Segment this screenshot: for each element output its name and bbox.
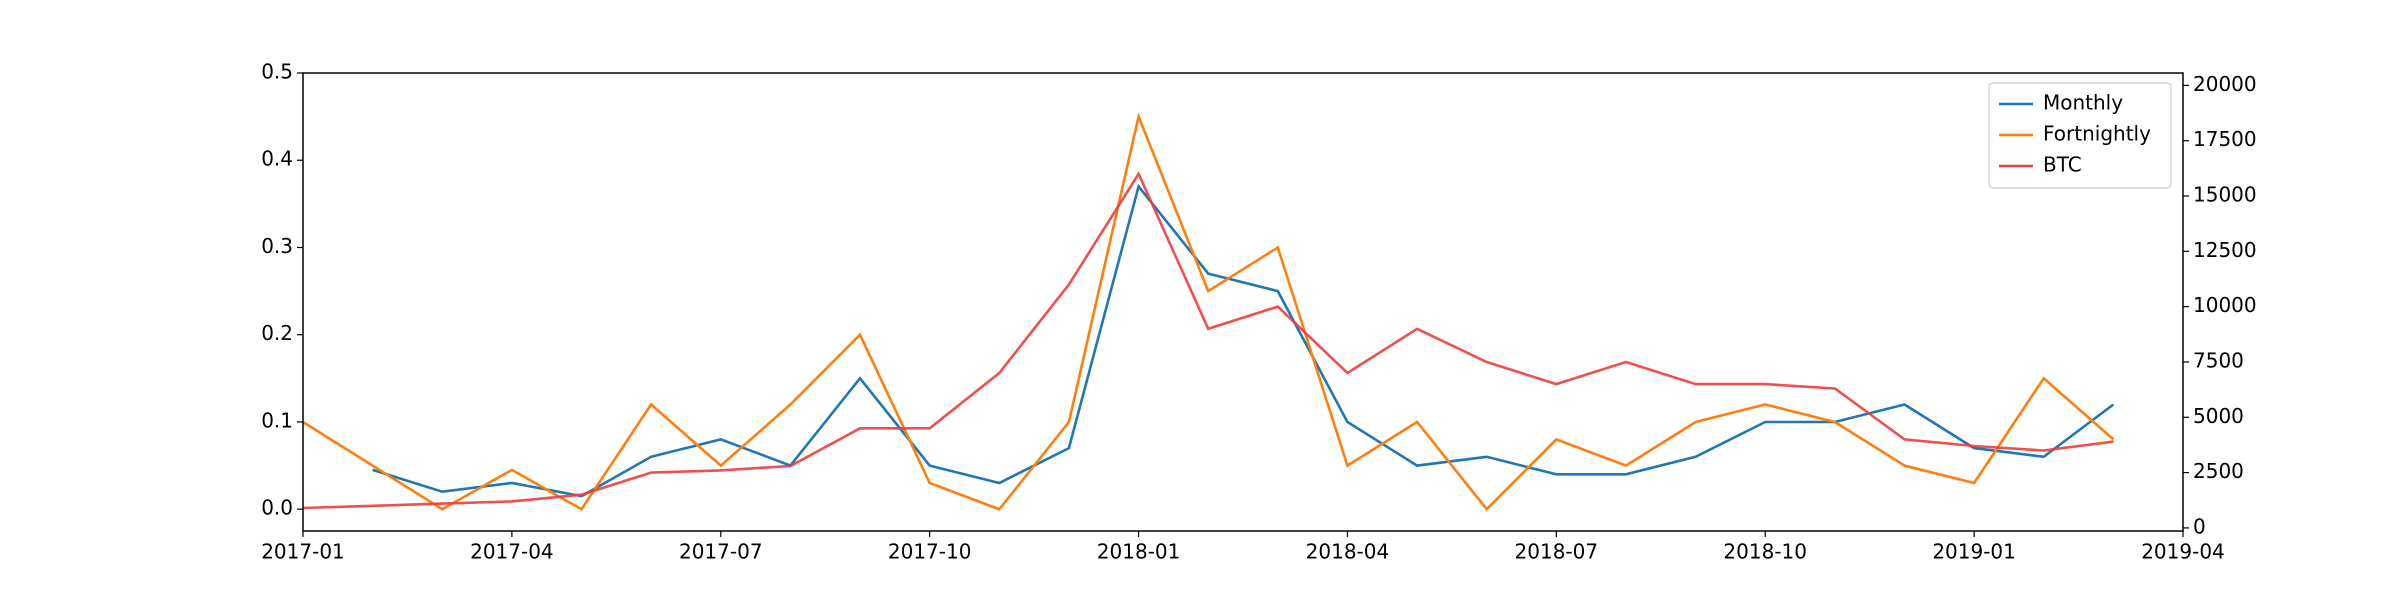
x-tick-label: 2017-01 — [261, 540, 345, 564]
x-tick-label: 2018-10 — [1723, 540, 1807, 564]
y2-tick-label: 10000 — [2193, 293, 2257, 317]
y-tick-label: 0.1 — [261, 408, 293, 432]
series-line — [302, 112, 2115, 512]
y-tick-label: 0.5 — [261, 60, 293, 84]
legend-label: Fortnightly — [2043, 122, 2151, 146]
x-tick-label: 2019-04 — [2141, 540, 2225, 564]
legend: Monthly Fortnightly BTC — [1988, 82, 2172, 189]
y2-tick-label: 12500 — [2193, 238, 2257, 262]
y2-tick-label: 20000 — [2193, 72, 2257, 96]
y-tick-label: 0.2 — [261, 321, 293, 345]
x-tick-label: 2017-07 — [679, 540, 763, 564]
legend-label: BTC — [2043, 153, 2082, 177]
y-tick-label: 0.4 — [261, 147, 293, 171]
y2-tick-label: 17500 — [2193, 127, 2257, 151]
y2-tick-label: 0 — [2193, 514, 2206, 538]
x-tick-label: 2017-10 — [888, 540, 972, 564]
plot-frame — [302, 72, 2184, 532]
series-line — [372, 183, 2115, 498]
y2-tick-label: 7500 — [2193, 348, 2244, 372]
y-tick-label: 0.0 — [261, 496, 293, 520]
y-tick-label: 0.3 — [261, 234, 293, 258]
x-tick-label: 2018-07 — [1515, 540, 1599, 564]
y2-tick-label: 2500 — [2193, 459, 2244, 483]
x-tick-label: 2019-01 — [1932, 540, 2016, 564]
x-tick-label: 2017-04 — [470, 540, 554, 564]
series-line — [302, 171, 2114, 510]
legend-box — [1988, 82, 2172, 189]
y2-tick-label: 5000 — [2193, 404, 2244, 428]
y2-tick-label: 15000 — [2193, 183, 2257, 207]
legend-label: Monthly — [2043, 91, 2123, 115]
x-tick-label: 2018-04 — [1306, 540, 1390, 564]
x-tick-label: 2018-01 — [1097, 540, 1181, 564]
